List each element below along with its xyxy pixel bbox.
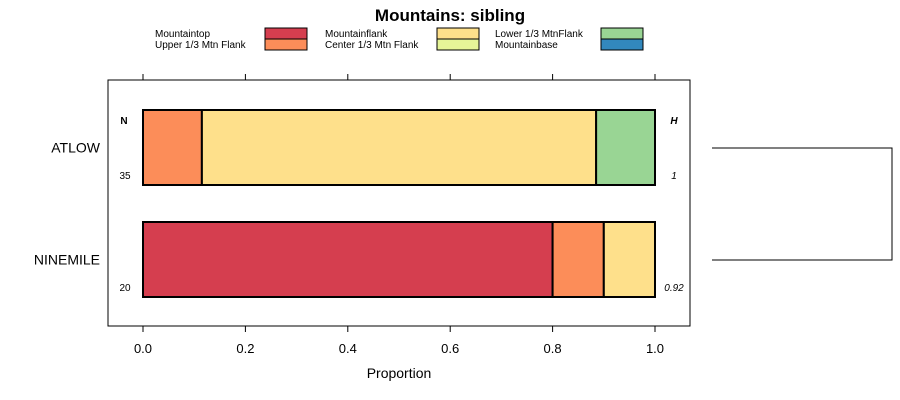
x-tick-label: 0.2 — [236, 341, 254, 356]
plot-frame — [107, 79, 691, 327]
x-axis-label: Proportion — [367, 365, 432, 381]
category-label: ATLOW — [51, 140, 101, 156]
x-tick-label: 1.0 — [646, 341, 664, 356]
dendrogram — [712, 147, 893, 261]
n-value: 35 — [119, 171, 131, 182]
legend-swatch — [600, 27, 644, 40]
x-tick-label: 0.4 — [339, 341, 357, 356]
bar-segment — [142, 109, 203, 186]
legend-label: Mountainbase — [495, 40, 558, 51]
h-value: 1 — [671, 171, 677, 182]
x-axis: 0.0 0.2 0.4 0.6 0.8 1.0 — [134, 74, 664, 356]
legend-label: Upper 1/3 Mtn Flank — [155, 40, 247, 51]
bar-segment — [602, 221, 656, 298]
legend-label: Lower 1/3 MtnFlank — [495, 29, 584, 40]
legend-label: Center 1/3 Mtn Flank — [325, 40, 419, 51]
bar-segment — [142, 221, 554, 298]
legend-label: Mountainflank — [325, 29, 388, 40]
bar-segment — [551, 221, 605, 298]
bar-segment — [200, 109, 598, 186]
bar-group — [142, 109, 656, 298]
legend-swatch — [264, 27, 308, 40]
x-tick-label: 0.6 — [441, 341, 459, 356]
legend-swatch — [600, 38, 644, 51]
bar-segment — [595, 109, 656, 186]
chart-title: Mountains: sibling — [375, 6, 525, 25]
legend-swatch — [436, 27, 480, 40]
legend-swatch — [264, 38, 308, 51]
h-header: H — [670, 116, 678, 127]
n-header: N — [120, 116, 127, 127]
legend-swatch — [436, 38, 480, 51]
x-tick-label: 0.8 — [544, 341, 562, 356]
n-value: 20 — [119, 283, 131, 294]
category-labels: ATLOW NINEMILE — [34, 140, 101, 268]
n-h-annotations: N H 35 1 20 0.92 — [119, 116, 684, 294]
category-label: NINEMILE — [34, 252, 100, 268]
x-tick-label: 0.0 — [134, 341, 152, 356]
legend-label: Mountaintop — [155, 29, 210, 40]
h-value: 0.92 — [664, 283, 684, 294]
